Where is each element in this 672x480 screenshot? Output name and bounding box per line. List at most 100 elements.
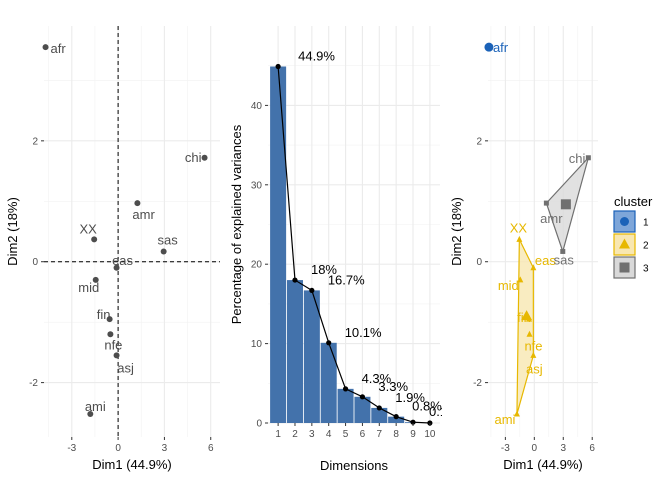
ind-x-tick-label: 0 (115, 443, 121, 454)
scree-data-label-8: 0.8% (412, 399, 442, 414)
cluster-point-ami (513, 410, 520, 417)
ind-point-label-amr: amr (132, 207, 155, 222)
ind-point-label-mid: mid (78, 280, 99, 295)
ind-x-tick-label: -3 (67, 443, 76, 454)
cluster-point-chi (585, 155, 591, 161)
scree-x-tick-label: 10 (424, 429, 436, 440)
ind-y-tick-label: 0 (32, 257, 38, 268)
cluster-point-afr (484, 42, 494, 52)
scree-x-tick-label: 7 (377, 429, 383, 440)
scree-y-axis-title: Percentage of explained variances (229, 124, 244, 324)
ind-point-label-afr: afr (51, 41, 67, 56)
cluster-x-tick-label: 3 (560, 443, 566, 454)
ind-point-fin (106, 316, 113, 323)
scree-point-1 (275, 63, 281, 70)
cluster-y-tick-label: 2 (476, 136, 482, 147)
scree-bar-2 (286, 280, 303, 423)
ind-x-tick-label: 3 (162, 443, 168, 454)
scree-x-tick-label: 3 (309, 429, 315, 440)
ind-point-label-ami: ami (85, 399, 106, 414)
cluster-legend-symbol-3 (619, 262, 630, 273)
scree-y-tick-label: 30 (251, 180, 263, 191)
cluster-legend-label-3: 3 (643, 264, 649, 275)
scree-x-axis-title: Dimensions (320, 458, 388, 473)
cluster-point-label-nfe: nfe (524, 338, 542, 353)
scree-data-label-4: 10.1% (345, 325, 382, 340)
cluster-point-eas (530, 264, 537, 271)
cluster-point-label-sas: sas (554, 252, 575, 267)
ind-point-sas (160, 248, 167, 255)
cluster-3-center (560, 199, 571, 210)
scree-y-tick-label: 20 (251, 260, 263, 271)
scree-point-6 (359, 394, 366, 400)
ind-point-afr (42, 44, 49, 51)
cluster-legend-title: cluster (614, 194, 653, 209)
scree-bar-8 (388, 416, 405, 423)
ind-point-asj (113, 352, 120, 359)
scree-y-tick-label: 40 (251, 101, 263, 112)
scree-bar-5 (337, 388, 354, 423)
ind-x-tick-label: 6 (208, 443, 214, 454)
ind-point-label-fin: fin (97, 307, 111, 322)
scree-x-tick-label: 6 (360, 429, 366, 440)
ind-point-label-XX: XX (80, 221, 98, 236)
ind-y-axis-title: Dim2 (18%) (5, 197, 20, 266)
cluster-point-label-afr: afr (493, 40, 509, 55)
scree-data-label-6: 3.3% (378, 379, 408, 394)
ind-y-tick-label: -2 (29, 378, 38, 389)
cluster-x-tick-label: 0 (532, 443, 538, 454)
cluster-point-label-XX: XX (510, 220, 528, 235)
cluster-point-fin (526, 315, 533, 322)
cluster-point-sas (560, 248, 566, 254)
scree-data-label-9: 0.1% (429, 404, 459, 419)
cluster-point-XX (516, 235, 523, 242)
cluster-y-axis-title: Dim2 (18%) (449, 197, 464, 266)
ind-point-amr (134, 200, 141, 207)
cluster-legend-label-2: 2 (643, 241, 649, 252)
cluster-point-label-fin: fin (517, 310, 531, 325)
cluster-x-tick-label: 6 (589, 443, 595, 454)
cluster-x-tick-label: -3 (501, 443, 510, 454)
scree-point-7 (376, 405, 382, 411)
scree-x-tick-label: 2 (292, 429, 298, 440)
scree-point-2 (292, 277, 298, 283)
ind-point-nfe (107, 331, 114, 338)
ind-panel: -3 0 3 6 -2 0 2 Dim1 (44.9%) Dim2 (18%) afr chi amr… (5, 26, 220, 472)
ind-point-XX (91, 236, 98, 243)
scree-point-4 (326, 340, 332, 346)
cluster-point-nfe (526, 330, 533, 337)
ind-point-label-asj: asj (117, 360, 134, 375)
cluster-y-tick-label: -2 (473, 378, 482, 389)
ind-point-label-eas: eas (112, 253, 133, 268)
scree-point-5 (342, 386, 349, 392)
ind-point-label-chi: chi (185, 150, 202, 165)
ind-point-label-nfe: nfe (104, 337, 122, 352)
scree-x-tick-label: 5 (343, 429, 349, 440)
cluster-x-axis-title: Dim1 (44.9%) (503, 457, 582, 472)
cluster-legend: cluster 1 2 3 (613, 194, 653, 279)
cluster-y-tick-label: 0 (476, 257, 482, 268)
scree-bar-7 (371, 407, 388, 423)
cluster-panel: -3 0 3 6 -2 0 2 Dim1 (44.9%) Dim2 (18%) afr XX eas m… (449, 26, 598, 472)
scree-data-label-10: 0% (446, 405, 465, 420)
ind-point-mid (92, 276, 99, 283)
cluster-point-label-mid: mid (498, 278, 519, 293)
scree-x-tick-label: 8 (393, 429, 399, 440)
ind-point-chi (201, 154, 208, 161)
ind-point-ami (87, 411, 94, 418)
ind-point-eas (113, 264, 120, 271)
cluster-legend-symbol-2 (619, 238, 630, 249)
scree-point-3 (309, 287, 315, 294)
cluster-point-label-chi: chi (569, 151, 586, 166)
scree-line (277, 66, 430, 424)
cluster-point-asj (530, 351, 537, 358)
ind-y-tick-label: 2 (32, 136, 38, 147)
scree-y-tick-label: 10 (251, 339, 263, 350)
scree-x-tick-label: 9 (410, 429, 416, 440)
scree-x-tick-label: 4 (326, 429, 332, 440)
cluster-point-label-asj: asj (526, 361, 543, 376)
scree-panel: 01020304044.9%18%16.7%10.1%4.3%3.3%1.9%0… (229, 26, 465, 473)
scree-bar-1 (270, 66, 287, 423)
cluster-point-amr (543, 200, 549, 206)
cluster-legend-label-1: 1 (643, 218, 649, 229)
